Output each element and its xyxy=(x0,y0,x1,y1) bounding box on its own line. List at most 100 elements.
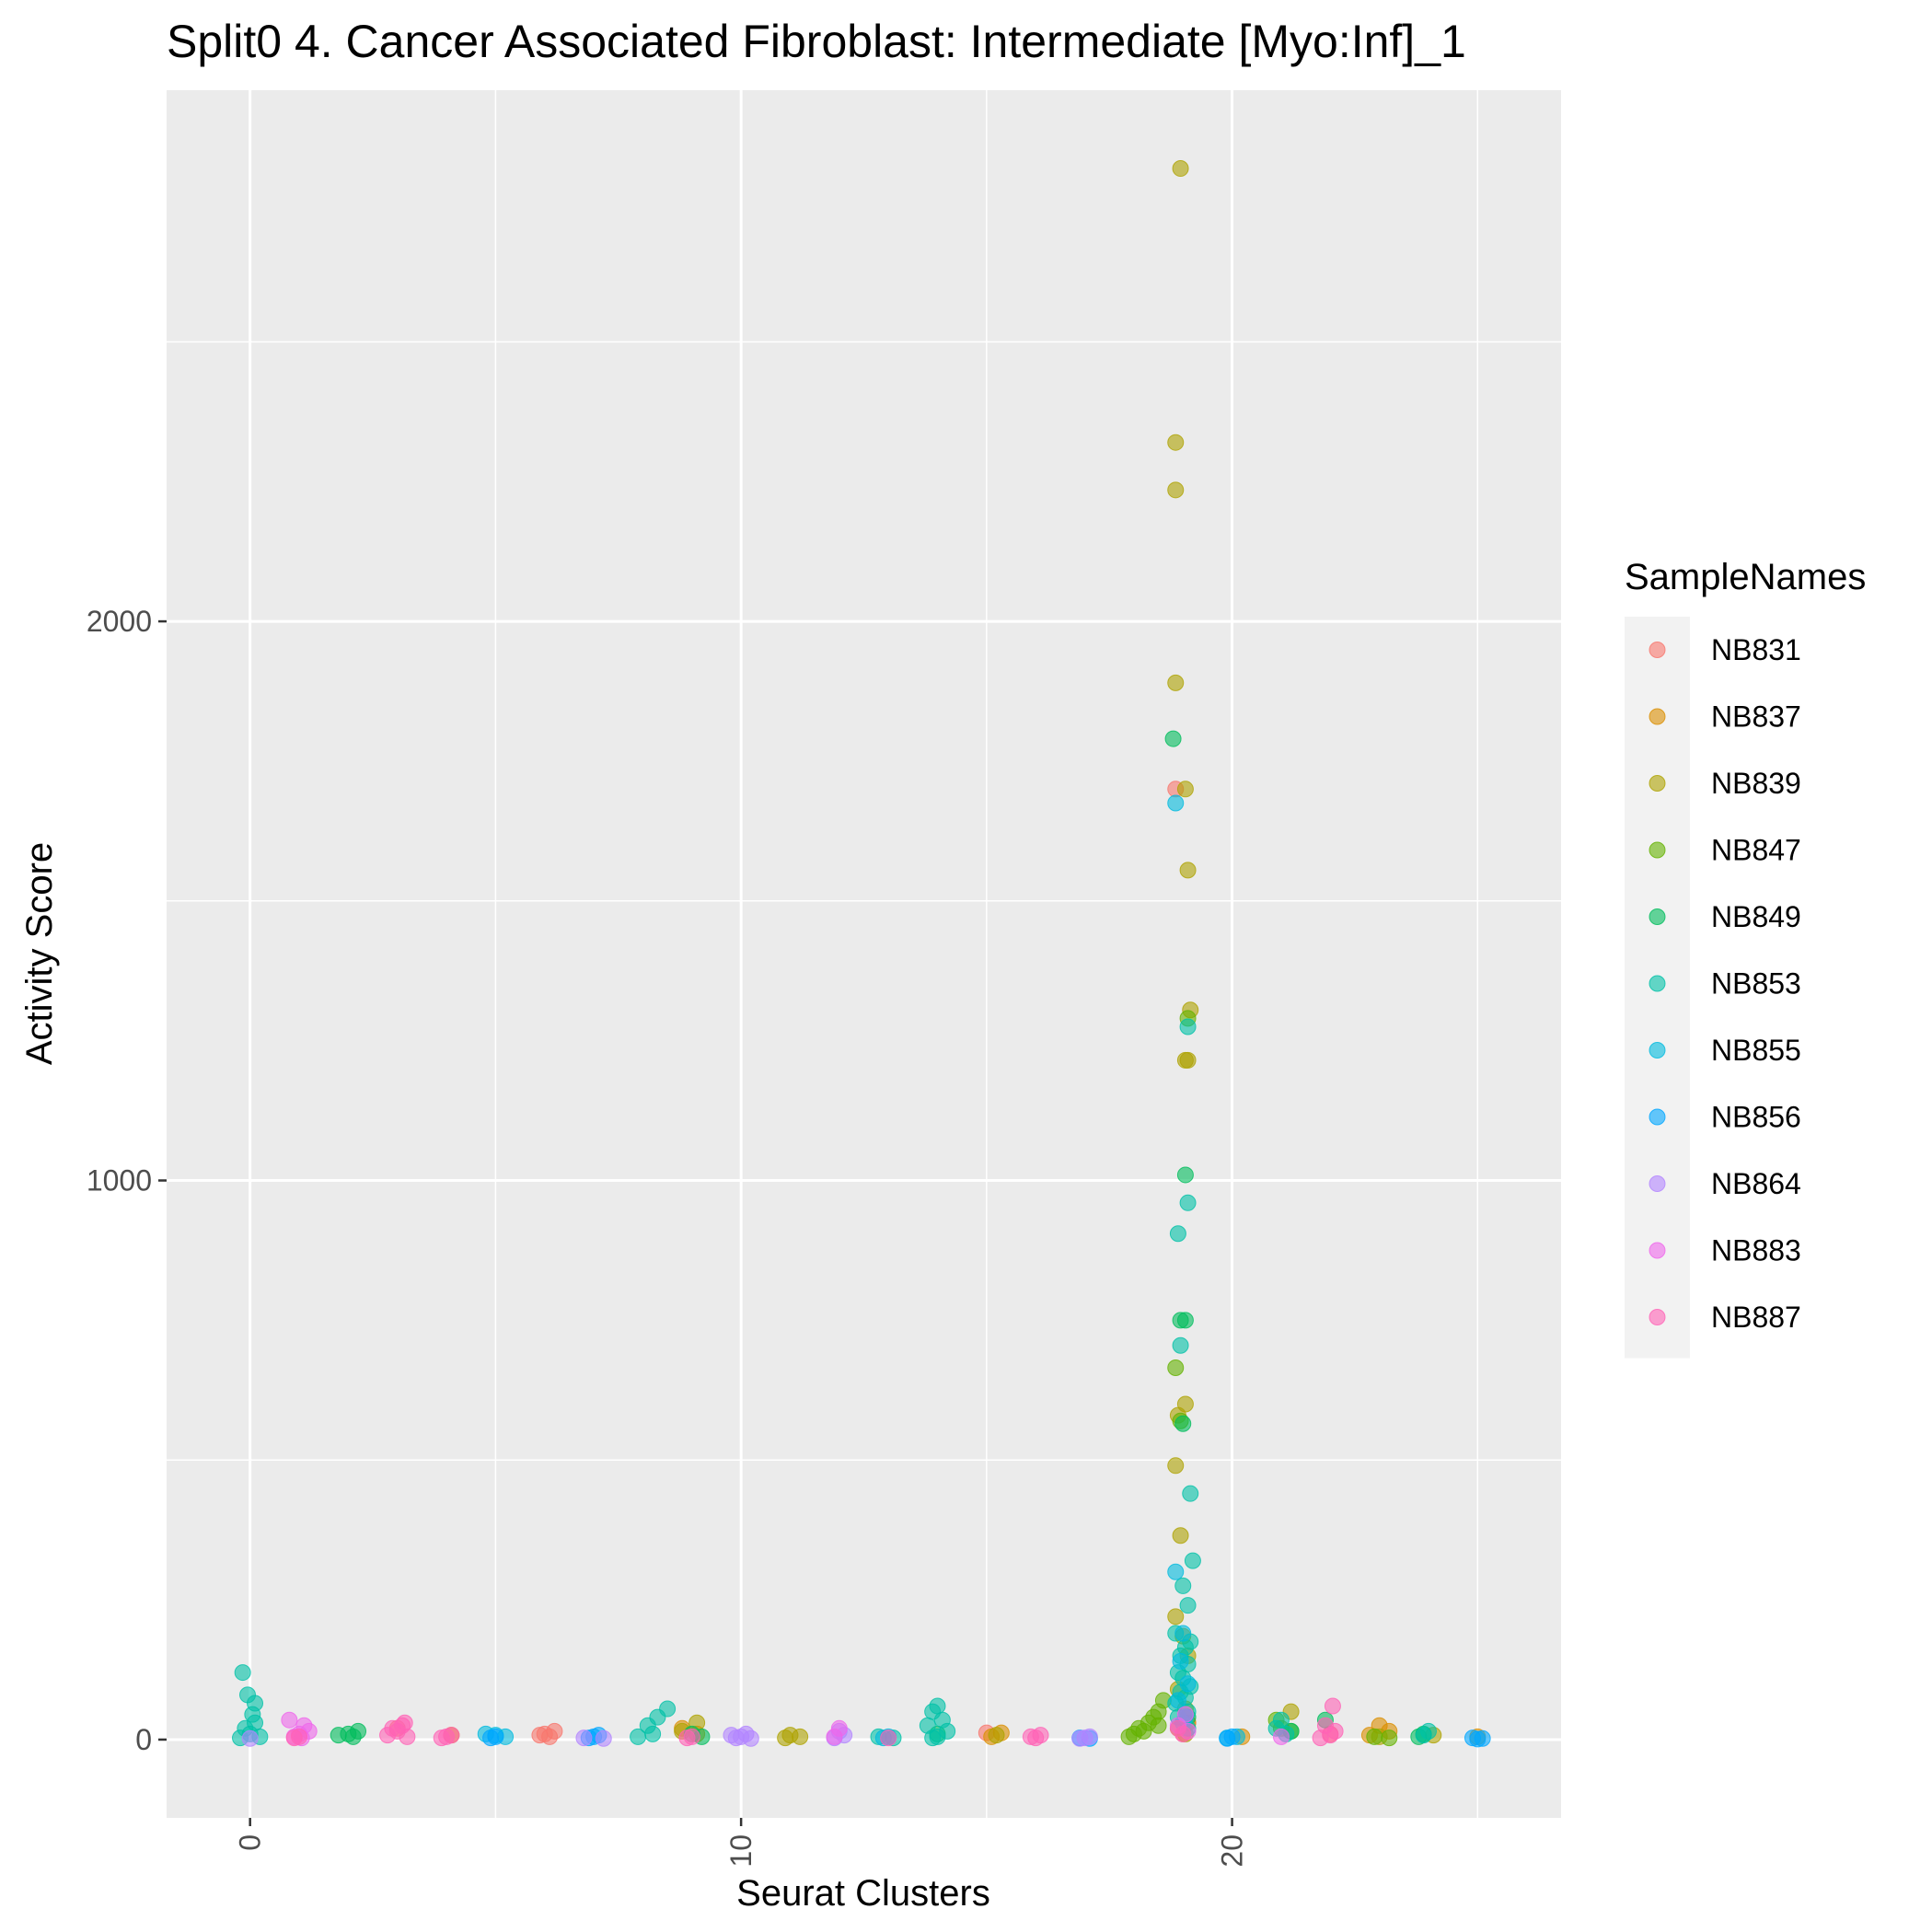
legend-marker xyxy=(1649,708,1666,725)
data-point xyxy=(1172,160,1189,178)
legend: NB831 NB837 NB839 NB847 NB849 NB853 NB855 NB856… xyxy=(1625,617,1801,1359)
legend-label: NB856 xyxy=(1711,1101,1801,1134)
data-point xyxy=(1415,1727,1432,1744)
legend-marker xyxy=(1649,908,1666,925)
legend-marker xyxy=(1649,1175,1666,1192)
data-point xyxy=(531,1727,549,1744)
data-point xyxy=(399,1728,416,1745)
data-point xyxy=(1176,781,1194,798)
data-point xyxy=(443,1727,460,1744)
data-point xyxy=(1184,1552,1201,1569)
data-point xyxy=(1167,1457,1185,1475)
data-points xyxy=(232,160,1491,1748)
data-point xyxy=(1167,1563,1185,1580)
legend-marker xyxy=(1649,1309,1666,1325)
legend-marker xyxy=(1649,775,1666,792)
legend-marker xyxy=(1649,1042,1666,1059)
data-point xyxy=(1172,1652,1189,1670)
data-point xyxy=(1174,1725,1192,1742)
axis-ticks xyxy=(158,619,1233,1826)
legend-label: NB837 xyxy=(1711,700,1801,734)
data-point xyxy=(1179,1675,1197,1693)
legend-label: NB847 xyxy=(1711,834,1801,867)
data-point xyxy=(1179,1051,1197,1069)
data-point xyxy=(1174,1577,1192,1594)
data-point xyxy=(482,1730,500,1747)
data-point xyxy=(1324,1697,1341,1715)
data-point xyxy=(234,1664,251,1682)
data-point xyxy=(1174,1625,1192,1642)
data-point xyxy=(1176,1166,1194,1184)
y-tick-label: 1000 xyxy=(87,1164,152,1197)
data-point xyxy=(1172,1527,1189,1544)
data-point xyxy=(330,1727,347,1744)
minor-gridlines xyxy=(167,90,1561,1818)
y-tick-label: 0 xyxy=(135,1723,152,1756)
legend-marker xyxy=(1649,841,1666,859)
data-point xyxy=(285,1730,303,1747)
data-point xyxy=(1150,1717,1167,1734)
legend-label: NB864 xyxy=(1711,1167,1801,1200)
data-point xyxy=(1366,1728,1383,1745)
data-point xyxy=(630,1728,647,1745)
data-point xyxy=(1469,1730,1487,1748)
data-point xyxy=(1172,1336,1189,1354)
data-point xyxy=(988,1727,1005,1744)
data-point xyxy=(575,1730,593,1747)
data-point xyxy=(1167,434,1185,451)
legend-marker xyxy=(1649,1242,1666,1259)
data-point xyxy=(1032,1727,1049,1744)
legend-label: NB887 xyxy=(1711,1301,1801,1334)
data-point xyxy=(1182,1485,1199,1502)
data-point xyxy=(1174,1415,1192,1432)
data-point xyxy=(595,1730,612,1747)
data-point xyxy=(1167,1608,1185,1625)
data-point xyxy=(1179,1194,1197,1211)
legend-label: NB855 xyxy=(1711,1034,1801,1067)
data-point xyxy=(924,1730,942,1747)
x-axis-tick-labels: 0 10 20 xyxy=(234,1834,1249,1868)
legend-label: NB853 xyxy=(1711,967,1801,1001)
data-point xyxy=(723,1727,740,1744)
data-point xyxy=(344,1728,362,1745)
x-axis-title: Seurat Clusters xyxy=(736,1873,990,1914)
x-tick-label: 20 xyxy=(1216,1834,1249,1868)
data-point xyxy=(644,1725,662,1742)
data-point xyxy=(1179,1597,1197,1614)
plot-panel xyxy=(167,90,1561,1818)
data-point xyxy=(792,1728,809,1745)
data-point xyxy=(1167,1359,1185,1377)
data-point xyxy=(396,1714,413,1731)
y-axis-tick-labels: 0 1000 2000 xyxy=(87,605,152,1756)
chart-title: Split0 4. Cancer Associated Fibroblast: … xyxy=(167,16,1466,67)
data-point xyxy=(1167,481,1185,499)
data-point xyxy=(1179,1018,1197,1035)
legend-label: NB831 xyxy=(1711,633,1801,666)
data-point xyxy=(1219,1730,1236,1747)
legend-marker xyxy=(1649,642,1666,658)
data-point xyxy=(1164,730,1182,747)
data-point xyxy=(1135,1722,1152,1740)
data-point xyxy=(1167,794,1185,812)
data-point xyxy=(1120,1728,1138,1745)
legend-label: NB849 xyxy=(1711,900,1801,933)
data-point xyxy=(1081,1728,1098,1745)
data-point xyxy=(1176,1312,1194,1329)
y-tick-label: 2000 xyxy=(87,605,152,638)
data-point xyxy=(1272,1728,1290,1745)
y-axis-title: Activity Score xyxy=(19,842,60,1065)
data-point xyxy=(1169,1225,1186,1243)
data-point xyxy=(1312,1730,1329,1747)
data-point xyxy=(826,1728,843,1745)
data-point xyxy=(281,1711,298,1729)
data-point xyxy=(241,1730,259,1747)
legend-marker xyxy=(1649,975,1666,992)
data-point xyxy=(742,1730,759,1747)
data-point xyxy=(1381,1730,1398,1747)
legend-label: NB883 xyxy=(1711,1234,1801,1267)
data-point xyxy=(777,1730,794,1747)
legend-marker xyxy=(1649,1108,1666,1126)
data-point xyxy=(1176,1706,1194,1723)
data-point xyxy=(1167,674,1185,691)
